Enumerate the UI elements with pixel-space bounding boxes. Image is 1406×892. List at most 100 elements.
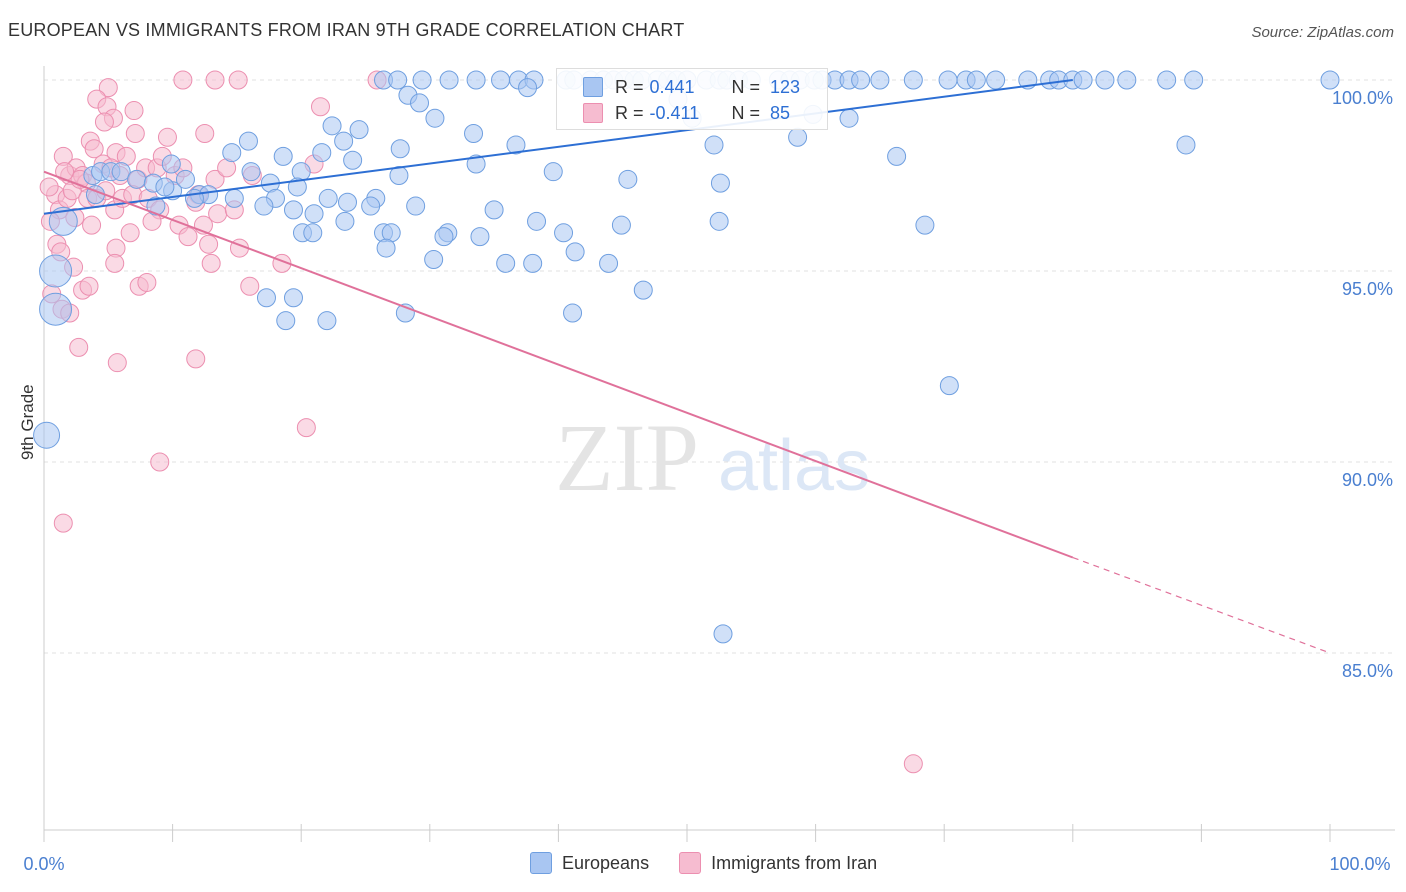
- european-point: [175, 169, 195, 189]
- trend-lines: [43, 79, 1331, 654]
- european-point: [241, 162, 261, 182]
- european-point: [335, 211, 355, 231]
- iran-point: [98, 78, 118, 98]
- iran-legend-swatch: [679, 852, 702, 874]
- european-point: [317, 311, 337, 331]
- y-tick-label: 90.0%: [1342, 470, 1393, 490]
- european-point: [155, 177, 175, 197]
- iran-point: [39, 177, 59, 197]
- iran-point: [205, 70, 225, 90]
- european-point: [424, 250, 444, 270]
- european-point: [412, 70, 432, 90]
- european-point: [466, 70, 486, 90]
- european-point: [410, 93, 430, 113]
- r-label: R =: [615, 76, 644, 97]
- r-value-europeans: 0.441: [649, 76, 695, 97]
- european-point: [425, 108, 445, 128]
- european-point: [287, 177, 307, 197]
- european-point: [312, 143, 332, 163]
- watermark: ZIP atlas: [555, 404, 870, 511]
- iran-swatch: [583, 103, 603, 123]
- y-tick-label: 85.0%: [1342, 661, 1393, 681]
- european-point: [518, 78, 538, 98]
- iran-point: [69, 337, 89, 357]
- iran-point: [137, 272, 157, 292]
- watermark-zip: ZIP: [555, 404, 699, 511]
- iran-point: [310, 97, 330, 117]
- european-point: [406, 196, 426, 216]
- iran-point: [120, 223, 140, 243]
- european-point: [506, 135, 526, 155]
- european-point: [915, 215, 935, 235]
- european-point: [1176, 135, 1196, 155]
- iran-point: [157, 127, 177, 147]
- european-point: [1073, 70, 1093, 90]
- iran-point: [199, 234, 219, 254]
- european-point: [434, 227, 454, 247]
- iran-point: [173, 70, 193, 90]
- y-tick-label: 100.0%: [1332, 88, 1393, 108]
- europeans-legend-swatch: [530, 852, 552, 874]
- european-point: [254, 196, 274, 216]
- european-point: [709, 211, 729, 231]
- european-point: [334, 131, 354, 151]
- iran-point: [201, 253, 221, 273]
- european-point: [527, 211, 547, 231]
- european-point: [713, 624, 733, 644]
- source-label: Source: ZipAtlas.com: [1251, 24, 1394, 41]
- iran-trend-extension: [1072, 556, 1331, 654]
- iran-point: [178, 227, 198, 247]
- european-point: [633, 280, 653, 300]
- stats-row-europeans: R = 0.441 N = 123: [557, 74, 800, 100]
- european-point: [966, 70, 986, 90]
- european-point: [496, 253, 516, 273]
- european-point: [48, 206, 78, 236]
- tick-labels: 100.0% 95.0% 90.0% 85.0% 0.0% 100.0%: [23, 88, 1393, 874]
- european-point: [1117, 70, 1137, 90]
- r-label: R =: [615, 102, 644, 123]
- european-point: [939, 376, 959, 396]
- legend-item-europeans[interactable]: Europeans: [530, 852, 649, 874]
- n-value-iran: 85: [770, 102, 791, 123]
- european-point: [283, 288, 303, 308]
- european-point: [470, 227, 490, 247]
- european-point: [887, 146, 907, 166]
- european-point: [903, 70, 923, 90]
- iran-point: [84, 139, 104, 159]
- x-tick-label-left: 0.0%: [23, 854, 64, 874]
- european-point: [870, 70, 890, 90]
- stats-row-iran: R = -0.411 N = 85: [557, 100, 790, 126]
- european-point: [318, 188, 338, 208]
- european-point: [39, 292, 73, 326]
- european-point: [303, 223, 323, 243]
- iran-point: [240, 276, 260, 296]
- european-point: [1095, 70, 1115, 90]
- european-point: [283, 200, 303, 220]
- european-point: [986, 70, 1006, 90]
- european-point: [704, 135, 724, 155]
- n-label: N =: [731, 76, 761, 97]
- european-point: [337, 192, 357, 212]
- european-point: [161, 154, 181, 174]
- european-point: [484, 200, 504, 220]
- iran-point: [107, 353, 127, 373]
- european-point: [466, 154, 486, 174]
- european-point: [390, 139, 410, 159]
- european-point: [851, 70, 871, 90]
- european-point: [39, 254, 73, 288]
- r-value-iran: -0.411: [649, 102, 700, 123]
- european-point: [224, 188, 244, 208]
- iran-points: [39, 70, 923, 774]
- x-tick-label-right: 100.0%: [1329, 854, 1390, 874]
- european-point: [238, 131, 258, 151]
- european-point: [563, 303, 583, 323]
- legend-label-europeans: Europeans: [562, 852, 650, 873]
- iran-trend-line: [43, 170, 1074, 559]
- series-legend: Europeans Immigrants from Iran: [530, 852, 877, 874]
- european-point: [343, 150, 363, 170]
- iran-point: [150, 452, 170, 472]
- legend-item-iran[interactable]: Immigrants from Iran: [679, 852, 877, 874]
- iran-point: [903, 754, 923, 774]
- european-point: [127, 169, 147, 189]
- iran-point: [55, 162, 75, 182]
